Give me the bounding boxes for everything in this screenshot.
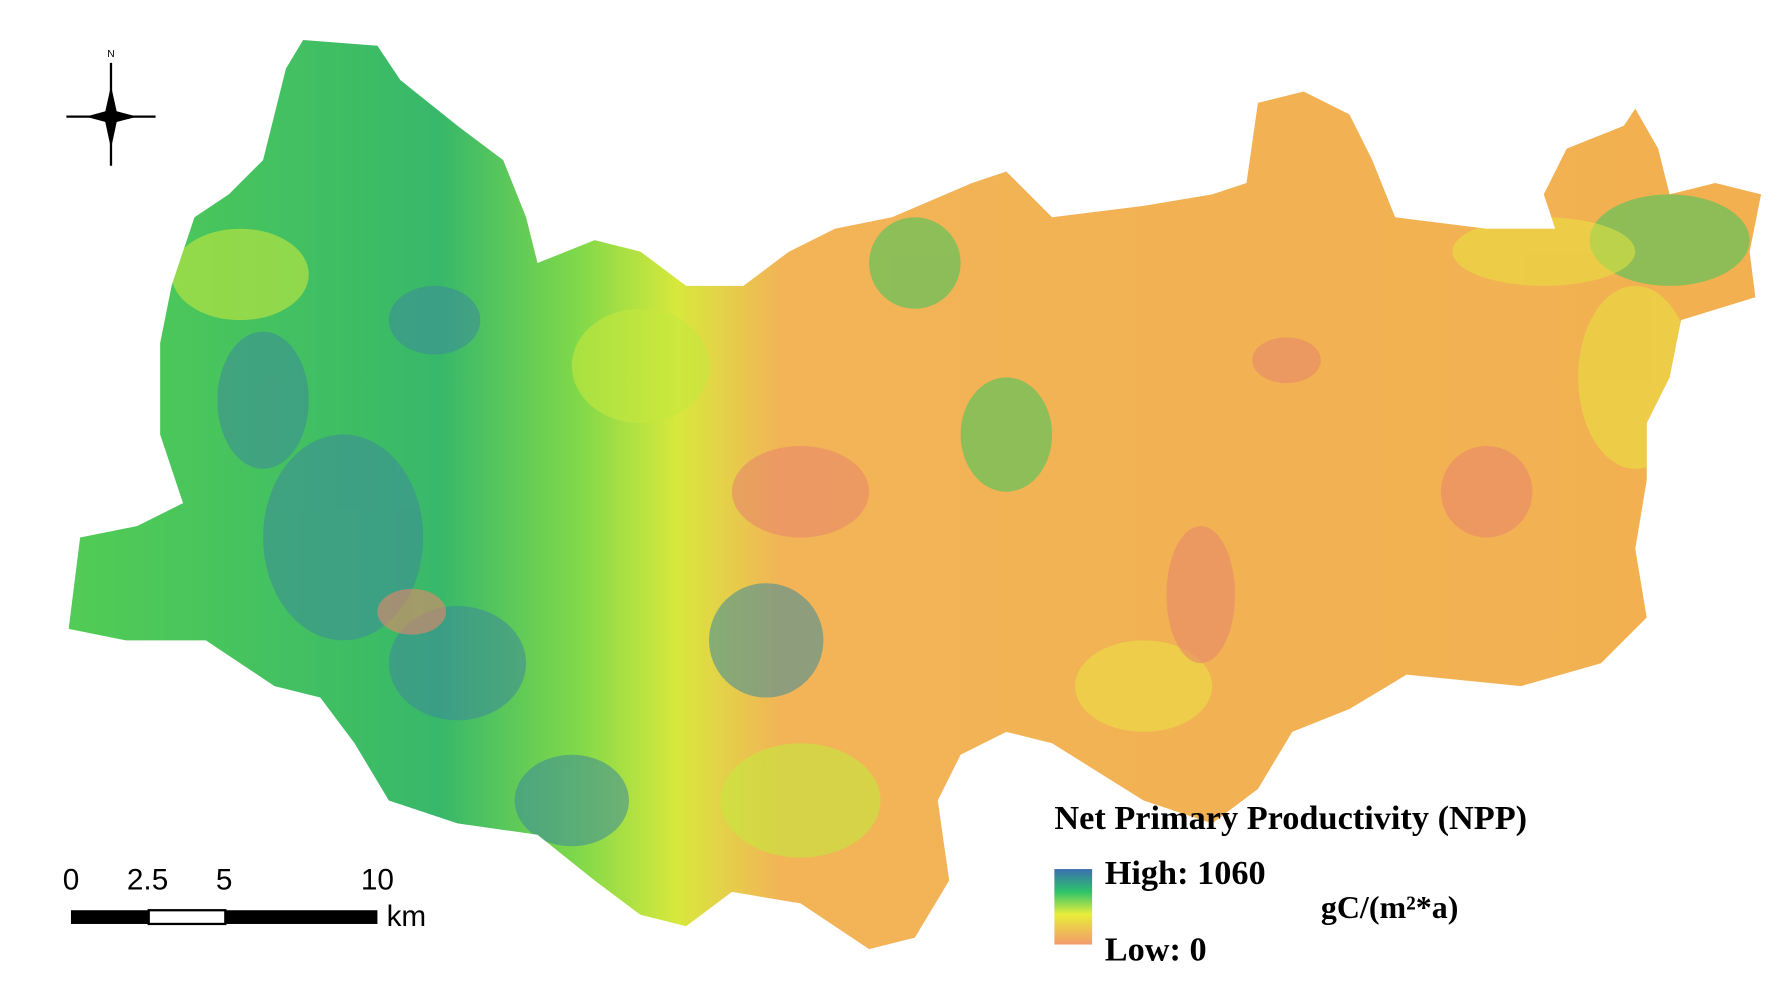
north-arrow: N	[66, 49, 156, 166]
scale-tick-label: 10	[361, 864, 394, 897]
scale-tick-label: 5	[216, 864, 233, 897]
scale-tick-label: 2.5	[127, 864, 168, 897]
legend-high: High: 1060	[1105, 854, 1266, 892]
scale-tick-label: 0	[63, 864, 80, 897]
scale-unit: km	[387, 900, 427, 933]
scale-bar: km 0 2.5 5 10	[63, 864, 426, 934]
legend-low: Low: 0	[1105, 931, 1207, 969]
legend-unit: gC/(m²*a)	[1321, 889, 1459, 925]
legend-title: Net Primary Productivity (NPP)	[1054, 799, 1527, 837]
legend-color-bar	[1054, 869, 1093, 945]
north-label: N	[107, 49, 114, 60]
legend: Net Primary Productivity (NPP) High: 106…	[1054, 799, 1527, 969]
